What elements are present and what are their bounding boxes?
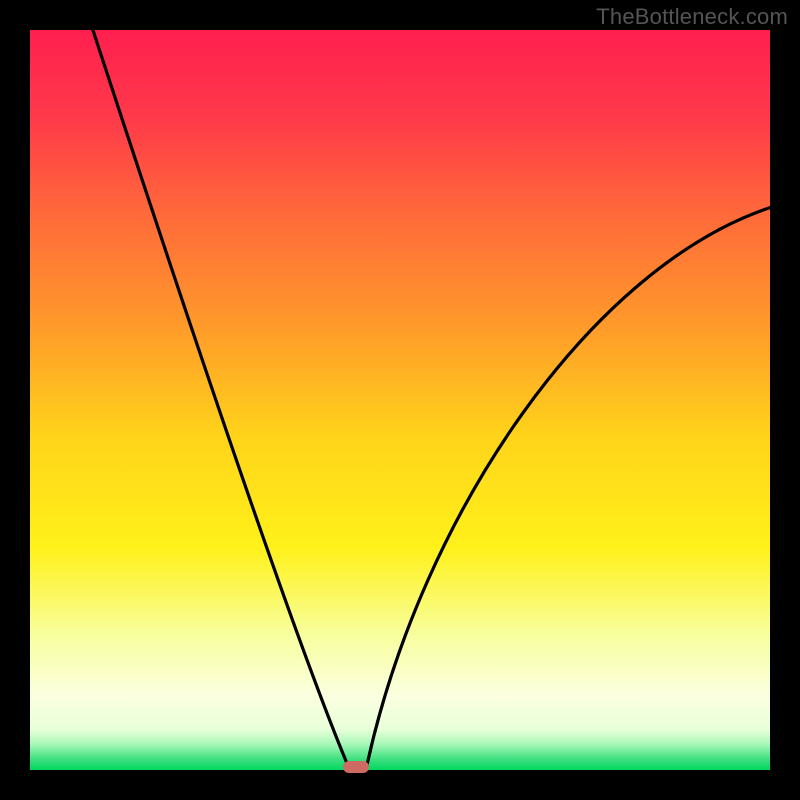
watermark-text: TheBottleneck.com — [596, 4, 788, 30]
plot-area — [30, 30, 770, 770]
min-marker — [343, 761, 369, 773]
bottleneck-curve — [30, 30, 770, 770]
